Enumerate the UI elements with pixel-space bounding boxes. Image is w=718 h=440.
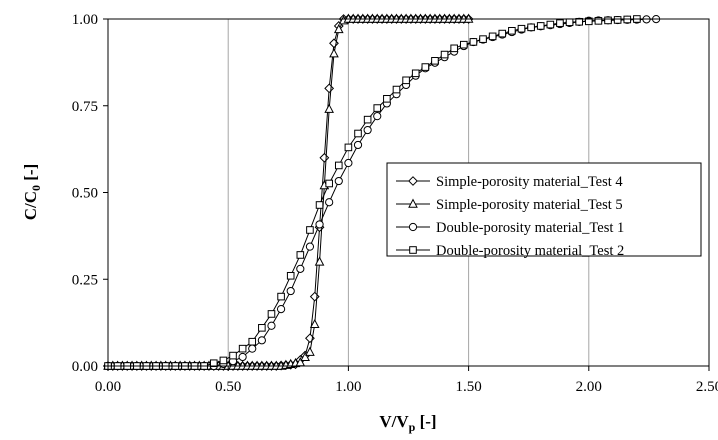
data-point [450, 44, 458, 53]
data-point [306, 226, 314, 234]
data-point [248, 337, 257, 346]
data-point [383, 95, 391, 103]
data-point [604, 16, 612, 25]
data-point [300, 351, 310, 362]
data-point [286, 286, 295, 296]
data-point [334, 161, 343, 170]
data-point [411, 69, 420, 78]
data-point [392, 85, 401, 94]
data-point [536, 22, 545, 30]
data-point [267, 321, 276, 330]
data-point [373, 104, 382, 112]
data-point [459, 40, 468, 49]
y-axis-ticks: 0.00 0.25 0.50 0.75 1.00 [72, 12, 108, 375]
data-point [296, 251, 305, 259]
data-point [238, 344, 247, 353]
data-point [277, 292, 285, 301]
data-point [296, 264, 305, 273]
data-point [219, 356, 228, 365]
data-point [363, 115, 372, 124]
y-axis-label: C/C0 [-] [21, 164, 43, 221]
legend-label: Double-porosity material_Test 2 [436, 243, 624, 259]
data-point [354, 129, 362, 138]
data-point [267, 310, 276, 318]
data-point [575, 17, 583, 26]
data-point [229, 351, 237, 360]
data-point [329, 48, 339, 58]
data-point [309, 318, 320, 329]
data-point [305, 346, 315, 356]
data-point [585, 17, 593, 26]
x-tick-label: 2.00 [576, 379, 602, 395]
data-point [325, 179, 333, 188]
data-point [421, 63, 430, 71]
data-point [565, 18, 574, 27]
data-point [488, 32, 497, 41]
data-point [315, 201, 324, 209]
data-point [546, 20, 555, 29]
x-axis-ticks: 0.00 0.50 1.00 1.50 2.00 2.50 [95, 366, 718, 395]
data-point [402, 76, 410, 85]
data-point [479, 35, 487, 43]
data-point [469, 38, 478, 46]
y-tick-label: 0.00 [72, 359, 98, 375]
legend-item: Double-porosity material_Test 2 [396, 243, 624, 259]
legend-marker [408, 176, 418, 186]
x-tick-label: 1.50 [455, 379, 481, 395]
x-tick-label: 0.50 [215, 379, 241, 395]
data-point [276, 304, 286, 314]
data-point [508, 26, 516, 35]
data-point [517, 24, 526, 33]
data-point [498, 29, 507, 38]
data-point [286, 271, 295, 280]
y-tick-label: 0.50 [72, 186, 98, 202]
data-point [556, 19, 564, 27]
data-point [314, 256, 325, 266]
y-tick-label: 0.25 [72, 272, 98, 288]
data-point [373, 112, 382, 121]
x-tick-label: 1.00 [335, 379, 361, 395]
data-point [363, 125, 372, 135]
legend-label: Double-porosity material_Test 1 [436, 220, 624, 236]
legend-marker [408, 198, 418, 208]
legend-label: Simple-porosity material_Test 5 [436, 197, 623, 213]
data-point [431, 57, 439, 65]
y-tick-label: 0.75 [72, 99, 98, 115]
legend-item: Simple-porosity material_Test 4 [396, 174, 623, 190]
data-point [527, 23, 535, 32]
legend-item: Double-porosity material_Test 1 [396, 220, 624, 236]
legend-marker [408, 222, 418, 232]
data-point [334, 176, 343, 186]
data-point [440, 50, 449, 59]
legend: Simple-porosity material_Test 4 Simple-po… [386, 162, 702, 259]
data-point [463, 13, 474, 23]
data-point [315, 220, 324, 229]
x-tick-label: 0.00 [95, 379, 121, 395]
data-point [613, 16, 622, 24]
x-axis-label: V/Vp [-] [379, 412, 436, 434]
data-point [258, 324, 266, 332]
legend-label: Simple-porosity material_Test 4 [436, 174, 623, 190]
data-point [325, 198, 334, 207]
data-point [305, 242, 315, 251]
data-point [333, 23, 344, 34]
data-point [238, 352, 247, 362]
data-point [209, 359, 218, 368]
x-tick-label: 2.50 [696, 379, 718, 395]
data-point [594, 17, 603, 25]
legend-box [386, 162, 702, 257]
data-point [344, 143, 353, 152]
data-point [344, 158, 353, 168]
data-point [257, 336, 266, 345]
data-point [353, 140, 363, 150]
data-point [248, 344, 257, 353]
data-point [324, 103, 334, 113]
y-tick-label: 1.00 [72, 12, 98, 28]
legend-marker [409, 246, 417, 254]
legend-item: Simple-porosity material_Test 5 [396, 197, 623, 213]
